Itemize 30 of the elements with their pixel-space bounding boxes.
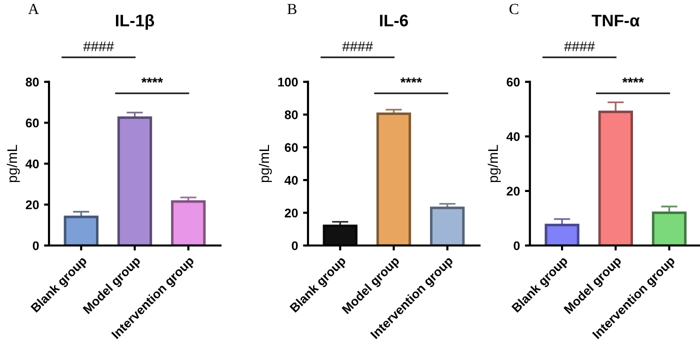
y-tick-label: 20 <box>26 200 39 210</box>
y-tick-label: 40 <box>26 159 39 168</box>
text: #### <box>342 42 373 52</box>
text: C <box>510 4 518 14</box>
y-tick-label: 40 <box>506 132 520 142</box>
y-tick-label: 60 <box>284 143 298 152</box>
text: B <box>287 4 296 14</box>
y-tick-label: 40 <box>284 176 298 185</box>
y-axis-title: pg/mL <box>6 144 20 182</box>
y-tick-label: 20 <box>506 186 520 196</box>
y-tick-label: 0 <box>514 241 520 250</box>
text: #### <box>83 42 114 52</box>
chart-title: TNF-α <box>592 14 640 26</box>
y-tick-label: 0 <box>32 241 39 250</box>
y-tick-label: 60 <box>26 118 39 128</box>
annotation: **** <box>141 78 163 83</box>
y-tick-label: 60 <box>506 78 520 86</box>
y-tick-label: 20 <box>284 208 298 218</box>
y-tick-label: 100 <box>278 78 298 86</box>
annotation: **** <box>622 78 644 83</box>
y-axis-title: pg/mL <box>258 144 272 182</box>
text: A <box>28 4 39 14</box>
text: #### <box>564 42 595 52</box>
chart-title: IL-1β <box>116 14 154 30</box>
y-tick-label: 80 <box>26 78 39 86</box>
annotation: **** <box>400 78 422 83</box>
y-tick-label: 80 <box>284 110 298 120</box>
chart-title: IL-6 <box>380 14 408 26</box>
y-tick-label: 0 <box>292 241 298 250</box>
y-axis-title: pg/mL <box>488 144 501 182</box>
